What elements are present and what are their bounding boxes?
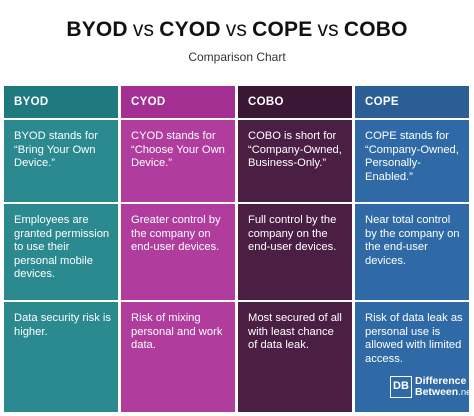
logo-line1: Difference: [415, 375, 467, 387]
column-header-cope: COPE: [355, 86, 469, 118]
column-header-byod: BYOD: [4, 86, 118, 118]
title-vs: vs: [317, 18, 339, 41]
db-logo-icon: DB: [390, 376, 412, 398]
title-vs: vs: [132, 18, 155, 41]
cell-byod-control: Employees are granted permission to use …: [4, 204, 118, 300]
cell-cobo-risk: Most secured of all with least chance of…: [238, 302, 352, 412]
cell-cope-risk: Risk of data leak as personal use is all…: [355, 302, 469, 412]
title-term: COPE: [252, 18, 313, 41]
logo-line3: .net: [458, 387, 474, 398]
cell-cope-definition: COPE stands for “Company-Owned, Personal…: [355, 120, 469, 202]
cell-cobo-definition: COBO is short for “Company-Owned, Busine…: [238, 120, 352, 202]
title-vs: vs: [225, 18, 248, 41]
column-cobo: COBO COBO is short for “Company-Owned, B…: [238, 86, 352, 412]
logo-text: Difference Between.net: [415, 375, 474, 399]
cell-byod-definition: BYOD stands for “Bring Your Own Device.”: [4, 120, 118, 202]
cell-byod-risk: Data security risk is higher.: [4, 302, 118, 412]
column-cope: COPE COPE stands for “Company-Owned, Per…: [355, 86, 469, 412]
column-cyod: CYOD CYOD stands for “Choose Your Own De…: [121, 86, 235, 412]
cell-cobo-control: Full control by the company on the end-u…: [238, 204, 352, 300]
cell-cyod-definition: CYOD stands for “Choose Your Own Device.…: [121, 120, 235, 202]
chart-subtitle: Comparison Chart: [188, 50, 286, 64]
column-header-cobo: COBO: [238, 86, 352, 118]
difference-between-logo: DB Difference Between.net: [390, 372, 474, 402]
title-term: BYOD: [66, 18, 128, 41]
title-term: COBO: [343, 18, 408, 41]
title-term: CYOD: [159, 18, 221, 41]
cell-cyod-risk: Risk of mixing personal and work data.: [121, 302, 235, 412]
column-byod: BYOD BYOD stands for “Bring Your Own Dev…: [4, 86, 118, 412]
chart-title: BYOD vs CYOD vs COPE vs COBO: [0, 18, 474, 42]
logo-line2: Between: [415, 386, 459, 398]
cell-cyod-control: Greater control by the company on end-us…: [121, 204, 235, 300]
column-header-cyod: CYOD: [121, 86, 235, 118]
cell-cope-control: Near total control by the company on the…: [355, 204, 469, 300]
